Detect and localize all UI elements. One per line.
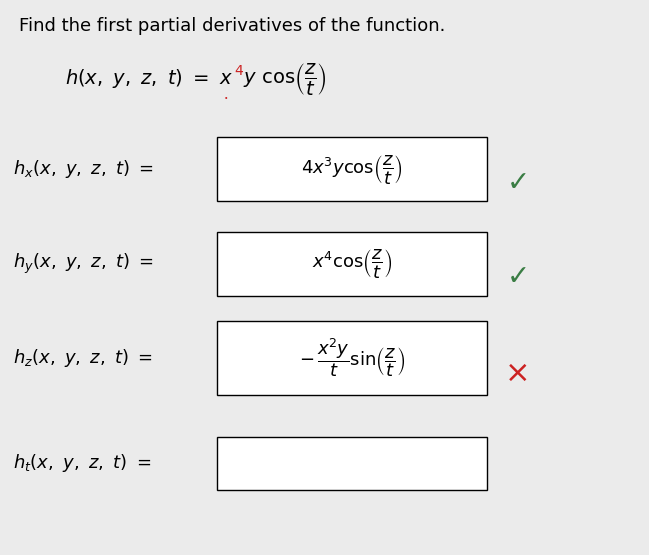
- Text: $4$: $4$: [234, 64, 243, 78]
- Text: $\checkmark$: $\checkmark$: [506, 167, 526, 195]
- Text: $x^{4}\cos\!\left(\dfrac{z}{t}\right)$: $x^{4}\cos\!\left(\dfrac{z}{t}\right)$: [312, 247, 392, 280]
- FancyBboxPatch shape: [217, 232, 487, 295]
- Text: $y\ \cos\!\left(\dfrac{z}{t}\right)$: $y\ \cos\!\left(\dfrac{z}{t}\right)$: [243, 61, 327, 97]
- Text: $\bullet$: $\bullet$: [223, 94, 228, 100]
- Text: $h_z(x,\ y,\ z,\ t)\ =$: $h_z(x,\ y,\ z,\ t)\ =$: [13, 347, 153, 369]
- FancyBboxPatch shape: [217, 437, 487, 490]
- Text: $4x^{3}y\cos\!\left(\dfrac{z}{t}\right)$: $4x^{3}y\cos\!\left(\dfrac{z}{t}\right)$: [301, 153, 403, 186]
- FancyBboxPatch shape: [217, 138, 487, 201]
- FancyBboxPatch shape: [217, 321, 487, 395]
- Text: $h(x,\ y,\ z,\ t)\ =\ x$: $h(x,\ y,\ z,\ t)\ =\ x$: [64, 67, 232, 90]
- Text: $h_x(x,\ y,\ z,\ t)\ =$: $h_x(x,\ y,\ z,\ t)\ =$: [13, 158, 154, 180]
- Text: $h_t(x,\ y,\ z,\ t)\ =$: $h_t(x,\ y,\ z,\ t)\ =$: [13, 452, 151, 475]
- Text: $-\,\dfrac{x^{2}y}{t}\sin\!\left(\dfrac{z}{t}\right)$: $-\,\dfrac{x^{2}y}{t}\sin\!\left(\dfrac{…: [299, 336, 405, 380]
- Text: $\checkmark$: $\checkmark$: [506, 261, 526, 289]
- Text: Find the first partial derivatives of the function.: Find the first partial derivatives of th…: [19, 17, 446, 34]
- Text: $\times$: $\times$: [504, 359, 528, 388]
- Text: $h_y(x,\ y,\ z,\ t)\ =$: $h_y(x,\ y,\ z,\ t)\ =$: [13, 251, 154, 276]
